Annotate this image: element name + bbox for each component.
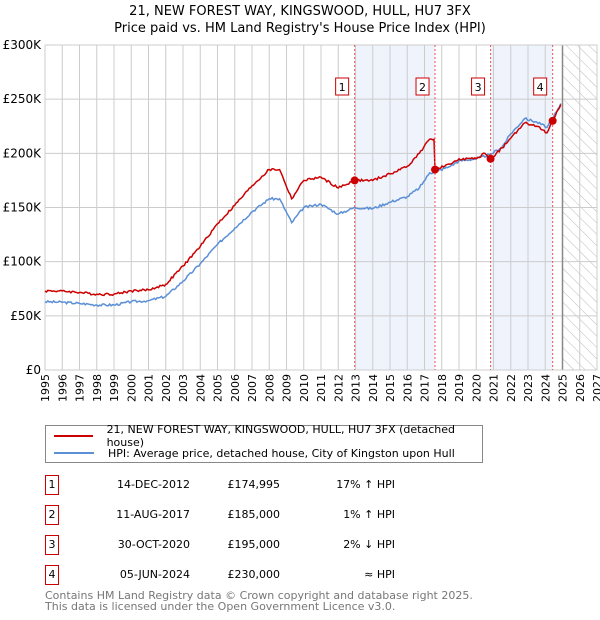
x-tick-label: 1999: [108, 374, 121, 402]
series-line: [44, 103, 562, 308]
sale-row: 4 05-JUN-2024 £230,000 ≈ HPI: [45, 565, 495, 585]
x-tick-label: 2026: [574, 374, 587, 402]
sale-hpi-diff: 2% ↓ HPI: [343, 538, 395, 551]
x-tick-label: 2021: [488, 374, 501, 402]
sale-label: 1: [339, 81, 346, 94]
sale-label-box: [415, 77, 430, 96]
x-tick-label: 1995: [39, 374, 52, 402]
sale-price: £230,000: [227, 568, 281, 581]
x-tick-label: 1996: [56, 374, 69, 402]
sale-label-box: [533, 77, 548, 96]
y-tick-label: £300K: [3, 38, 43, 52]
sale-label-box: [335, 77, 350, 96]
legend-item-hpi: HPI: Average price, detached house, City…: [54, 445, 455, 461]
x-tick-label: 2008: [263, 374, 276, 402]
sale-label: 2: [419, 81, 426, 94]
chart-title: 21, NEW FOREST WAY, KINGSWOOD, HULL, HU7…: [0, 3, 600, 37]
y-tick-label: £200K: [3, 146, 43, 160]
sale-price: £195,000: [227, 538, 281, 551]
sale-row: 1 14-DEC-2012 £174,995 17% ↑ HPI: [45, 475, 495, 495]
sale-row: 2 11-AUG-2017 £185,000 1% ↑ HPI: [45, 505, 495, 525]
x-tick-label: 2025: [557, 374, 570, 402]
x-tick-label: 2019: [453, 374, 466, 402]
footer-line1: Contains HM Land Registry data © Crown c…: [45, 589, 473, 602]
sale-number: 3: [45, 535, 59, 555]
sale-hpi-diff: 1% ↑ HPI: [343, 508, 395, 521]
sale-label-box: [471, 77, 486, 96]
x-tick-label: 2014: [367, 374, 380, 402]
sale-number: 1: [45, 475, 59, 495]
sale-row: 3 30-OCT-2020 £195,000 2% ↓ HPI: [45, 535, 495, 555]
sale-point: [431, 165, 440, 174]
sale-date: 11-AUG-2017: [116, 508, 190, 521]
x-tick-label: 2013: [350, 374, 363, 402]
sale-date: 05-JUN-2024: [119, 568, 190, 581]
sale-number: 2: [45, 505, 59, 525]
sale-price: £185,000: [227, 508, 281, 521]
x-tick-label: 2027: [591, 374, 600, 402]
x-tick-label: 2003: [177, 374, 190, 402]
sale-label: 4: [537, 81, 544, 94]
sale-date: 30-OCT-2020: [117, 538, 190, 551]
legend-label: 21, NEW FOREST WAY, KINGSWOOD, HULL, HU7…: [106, 423, 456, 449]
x-tick-label: 1998: [91, 374, 104, 402]
x-tick-label: 2004: [194, 374, 207, 402]
x-tick-label: 2017: [419, 374, 432, 402]
x-tick-label: 2020: [470, 374, 483, 402]
legend-label: HPI: Average price, detached house, City…: [108, 446, 455, 460]
x-tick-label: 2022: [505, 374, 518, 402]
x-tick-label: 2012: [332, 374, 345, 402]
legend: 21, NEW FOREST WAY, KINGSWOOD, HULL, HU7…: [45, 423, 483, 463]
plot-frame: [44, 44, 598, 371]
title: 21, NEW FOREST WAY, KINGSWOOD, HULL, HU7…: [129, 4, 471, 19]
subtitle: Price paid vs. HM Land Registry's House …: [114, 21, 486, 36]
y-tick-label: £50K: [10, 309, 42, 323]
x-tick-label: 2015: [384, 374, 397, 402]
x-tick-label: 2002: [160, 374, 173, 402]
x-tick-label: 2009: [281, 374, 294, 402]
footer: Contains HM Land Registry data © Crown c…: [45, 590, 473, 612]
x-tick-label: 2023: [522, 374, 535, 402]
x-tick-label: 2024: [539, 374, 552, 402]
sale-point: [486, 154, 495, 163]
x-tick-label: 2016: [401, 374, 414, 402]
y-tick-label: £250K: [3, 92, 43, 106]
x-tick-label: 2011: [315, 374, 328, 402]
price-chart: 1995 1996 1997 1998 1999 2000 2001 2002 2003 2004…: [3, 38, 600, 402]
x-tick-label: 2000: [125, 374, 138, 402]
footer-line2: This data is licensed under the Open Gov…: [45, 600, 396, 613]
x-tick-label: 2018: [436, 374, 449, 402]
x-tick-label: 2007: [246, 374, 259, 402]
sale-point: [548, 116, 557, 125]
series-line: [44, 104, 562, 297]
x-tick-label: 2005: [212, 374, 225, 402]
x-tick-label: 2001: [143, 374, 156, 402]
sale-label: 3: [475, 81, 482, 94]
y-tick-label: £100K: [3, 255, 43, 269]
sale-hpi-diff: ≈ HPI: [364, 568, 395, 581]
sale-number: 4: [45, 565, 59, 585]
legend-item-property: 21, NEW FOREST WAY, KINGSWOOD, HULL, HU7…: [54, 423, 482, 449]
sale-price: £174,995: [227, 478, 281, 491]
x-tick-label: 2006: [229, 374, 242, 402]
sale-hpi-diff: 17% ↑ HPI: [336, 478, 395, 491]
x-tick-label: 1997: [74, 374, 87, 402]
y-tick-label: £0: [26, 363, 41, 377]
legend-swatch-blue: [54, 452, 94, 454]
y-tick-label: £150K: [3, 201, 43, 215]
sale-date: 14-DEC-2012: [116, 478, 190, 491]
x-tick-label: 2010: [298, 374, 311, 402]
legend-swatch-red: [54, 435, 93, 437]
sale-point: [350, 176, 359, 185]
